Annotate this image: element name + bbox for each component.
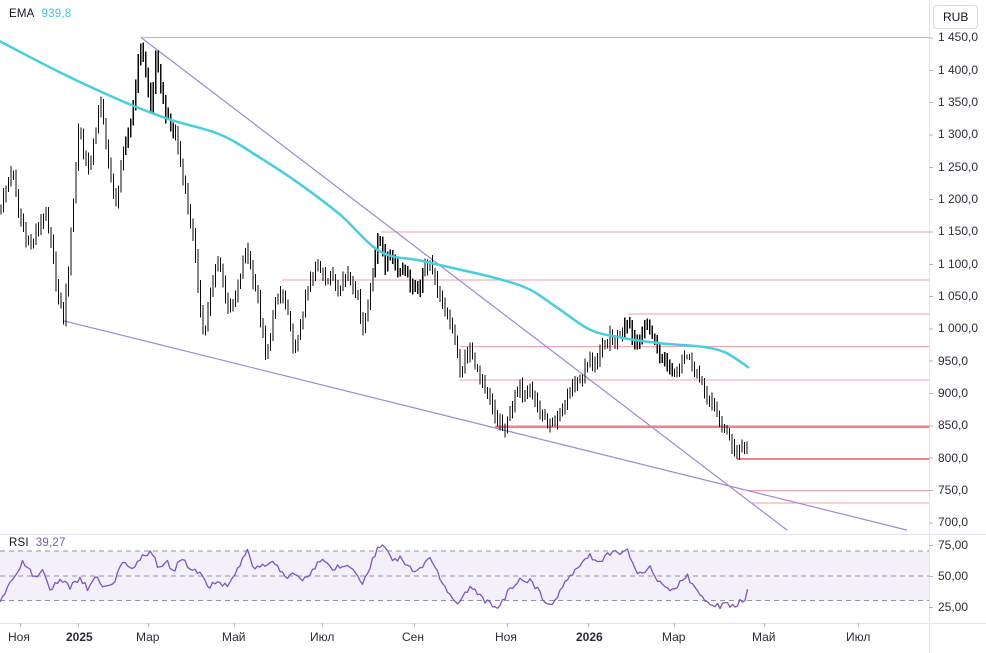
ema-value: 939,8 [41,8,72,20]
ema-legend[interactable]: EMA 939,8 [9,8,71,20]
rsi-label: RSI [9,537,29,549]
candlestick-series [0,42,748,461]
rsi-value: 39,27 [35,537,66,549]
ema-label: EMA [9,8,35,20]
currency-button[interactable]: RUB [933,5,979,29]
rsi-legend[interactable]: RSI 39,27 [9,537,66,549]
trendline[interactable] [140,37,788,531]
ema-line[interactable] [0,40,750,369]
trendline[interactable] [62,320,908,531]
rsi-line[interactable] [0,544,749,610]
